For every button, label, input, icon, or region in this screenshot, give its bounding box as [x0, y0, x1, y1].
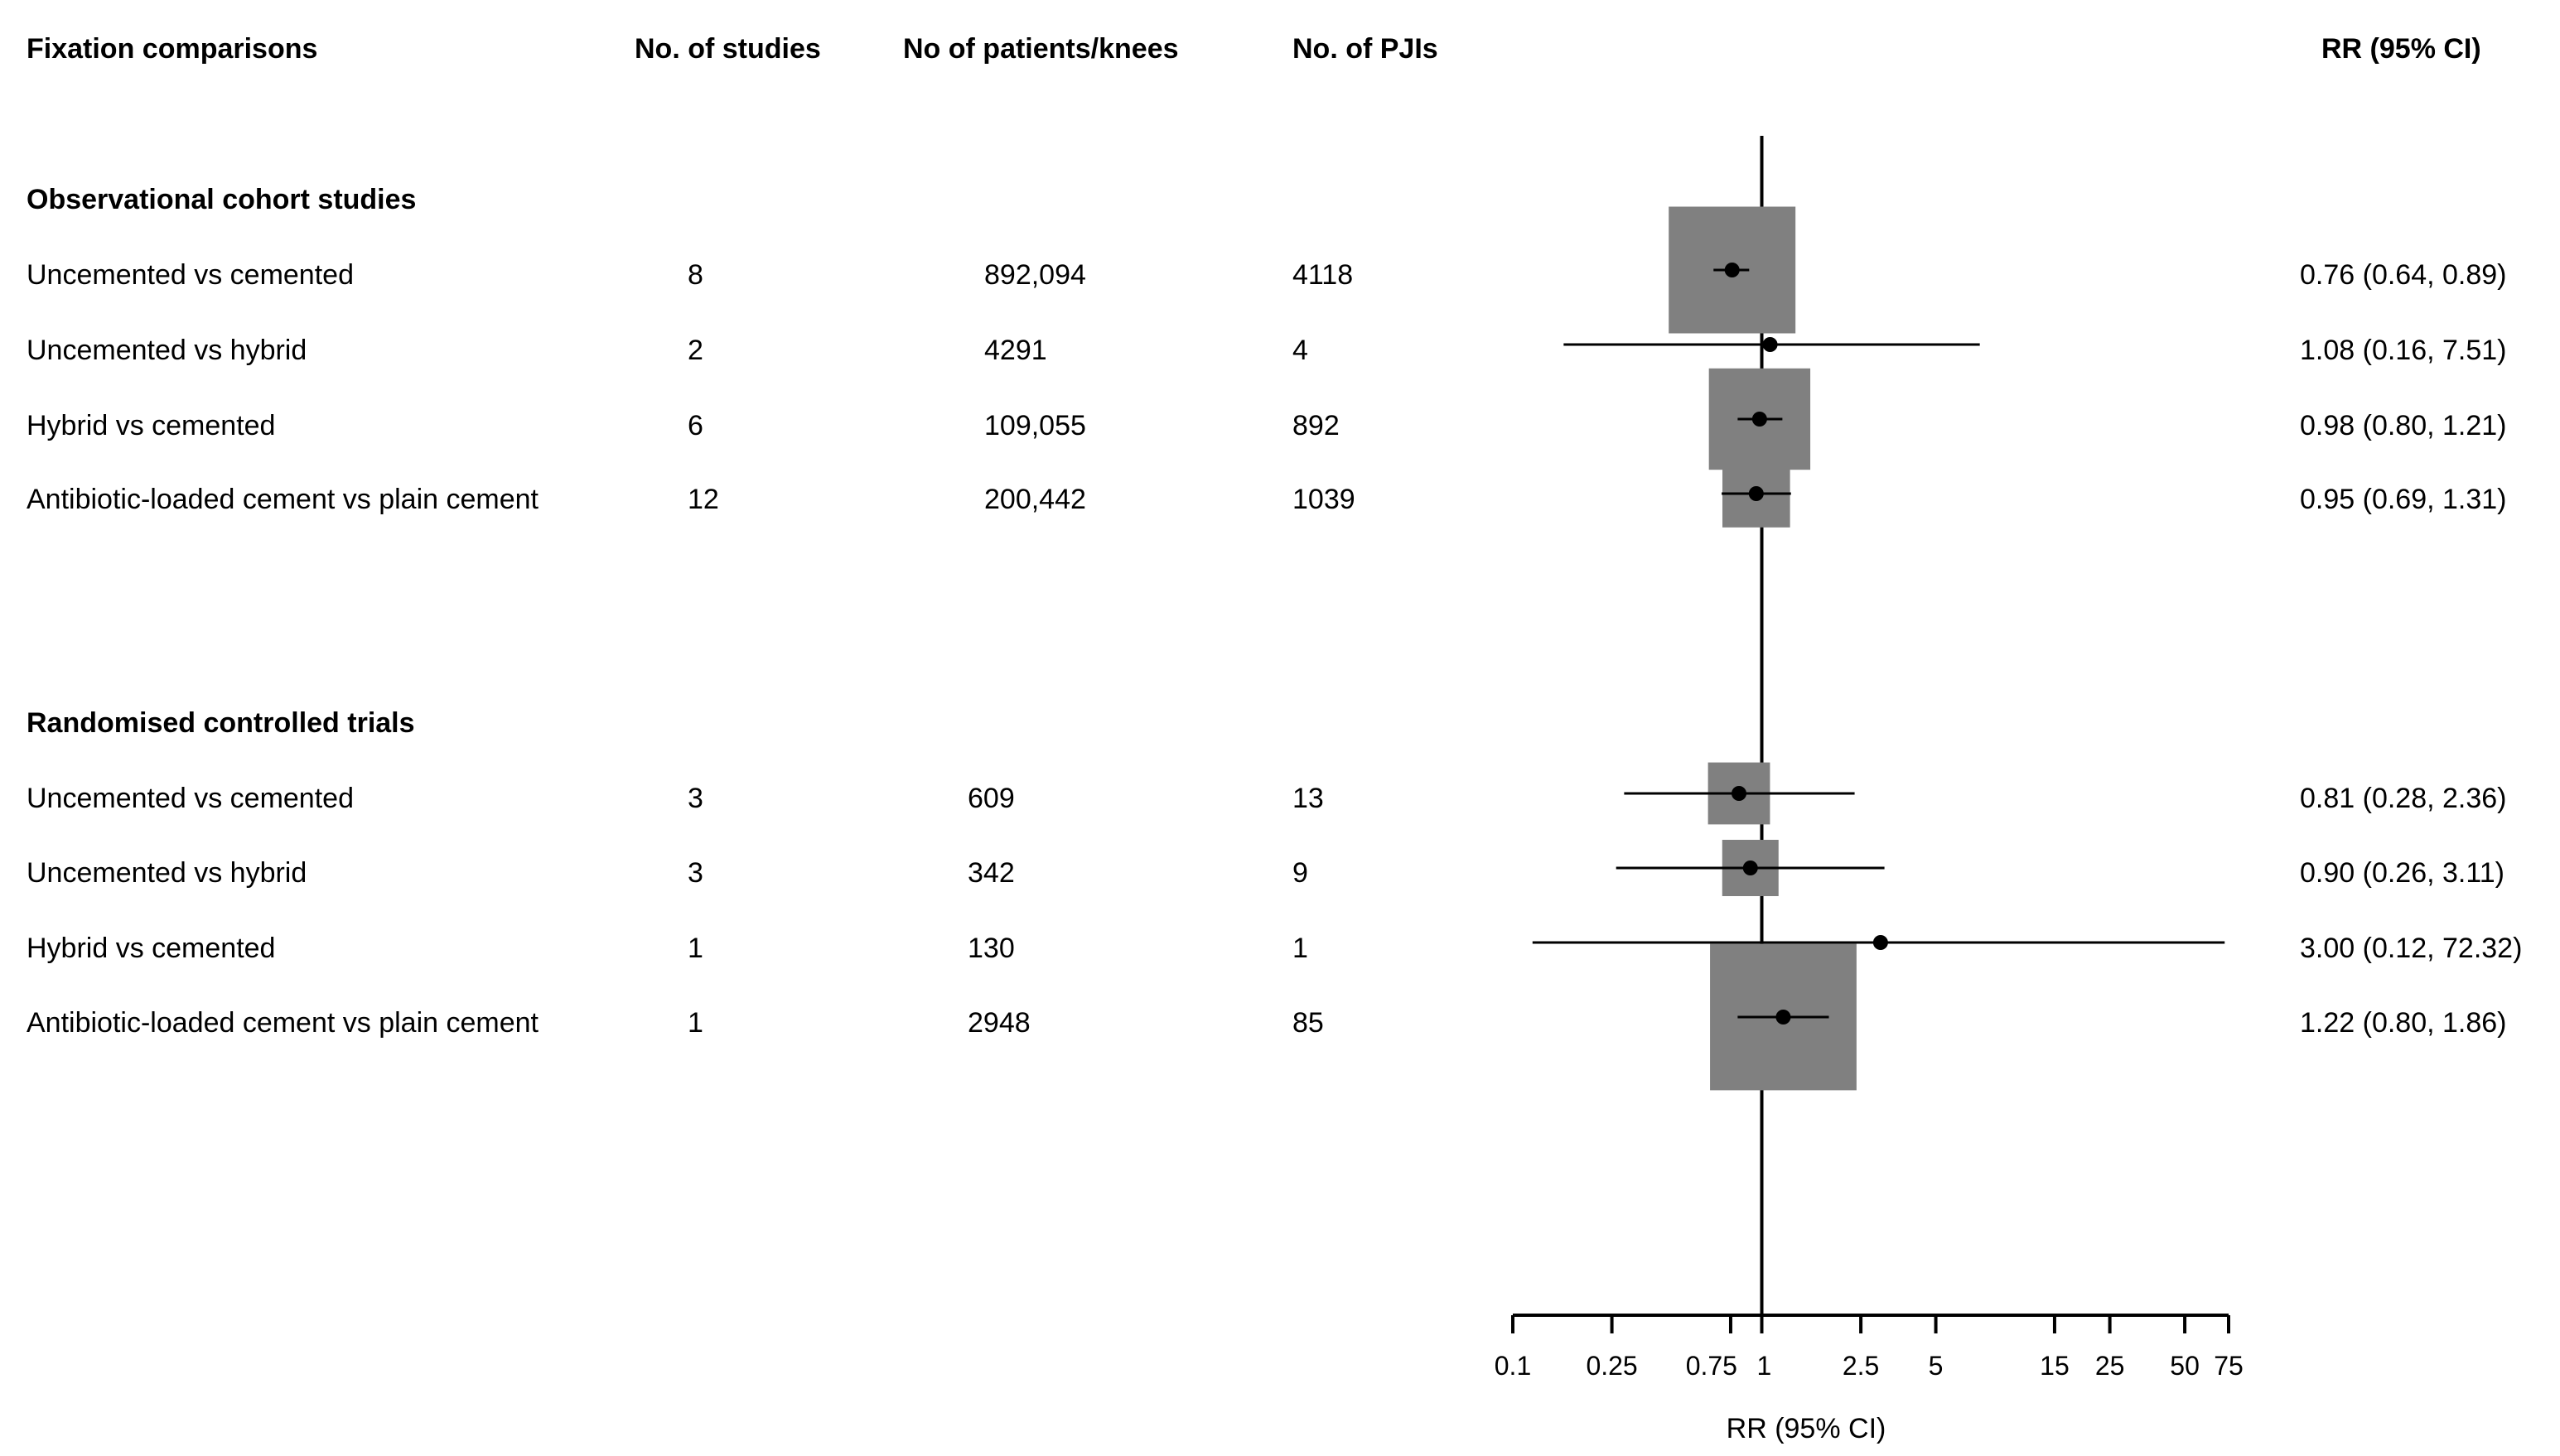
point-estimate — [1724, 263, 1740, 277]
point-estimate — [1762, 337, 1778, 352]
estimate-mark — [1532, 935, 2225, 950]
pji-count: 892 — [1292, 410, 1340, 441]
studies-count: 1 — [688, 1007, 703, 1039]
header-rr-95-ci: RR (95% CI) — [2321, 33, 2481, 65]
x-tick-label: 5 — [1929, 1351, 1944, 1381]
studies-count: 3 — [688, 857, 703, 889]
section-title-rct: Randomised controlled trials — [27, 707, 415, 739]
rr-ci-value: 0.76 (0.64, 0.89) — [2300, 259, 2507, 291]
comparison-label: Hybrid vs cemented — [27, 410, 275, 441]
forest-marks — [1532, 136, 2225, 1315]
rr-ci-value: 0.81 (0.28, 2.36) — [2300, 783, 2507, 814]
pji-count: 4 — [1292, 335, 1308, 366]
table-row: Antibiotic-loaded cement vs plain cement… — [27, 1007, 2507, 1039]
header-no-of-pjis: No. of PJIs — [1292, 33, 1438, 65]
comparison-label: Uncemented vs hybrid — [27, 335, 307, 366]
x-tick-label: 0.75 — [1686, 1351, 1737, 1381]
patients-count: 200,442 — [984, 484, 1086, 515]
table-row: Uncemented vs hybrid 3 342 9 0.90 (0.26,… — [27, 857, 2504, 889]
estimate-mark — [1624, 762, 1855, 825]
patients-count: 4291 — [984, 335, 1047, 366]
rr-ci-value: 0.98 (0.80, 1.21) — [2300, 410, 2507, 441]
table-row: Hybrid vs cemented 6 109,055 892 0.98 (0… — [27, 410, 2507, 441]
comparison-label: Uncemented vs hybrid — [27, 857, 307, 889]
section-title-observational: Observational cohort studies — [27, 184, 416, 215]
patients-count: 109,055 — [984, 410, 1086, 441]
table-row: Hybrid vs cemented 1 130 1 3.00 (0.12, 7… — [27, 933, 2522, 964]
estimate-mark — [1722, 460, 1791, 528]
header-no-of-patients-knees: No of patients/knees — [903, 33, 1179, 65]
comparison-label: Uncemented vs cemented — [27, 783, 354, 814]
x-axis: 0.1 0.25 0.75 1 2.5 5 15 25 50 75 — [1495, 1314, 2244, 1381]
pji-count: 4118 — [1292, 259, 1353, 291]
comparison-label: Hybrid vs cemented — [27, 933, 275, 964]
x-tick-label: 2.5 — [1843, 1351, 1879, 1381]
table-row: Uncemented vs cemented 8 892,094 4118 0.… — [27, 259, 2507, 291]
estimate-mark — [1563, 337, 1980, 352]
studies-count: 3 — [688, 783, 703, 814]
comparison-label: Antibiotic-loaded cement vs plain cement — [27, 1007, 539, 1039]
x-tick-label: 15 — [2040, 1351, 2070, 1381]
patients-count: 2948 — [968, 1007, 1031, 1039]
x-tick-label: 0.1 — [1495, 1351, 1531, 1381]
pji-count: 1 — [1292, 933, 1308, 964]
rr-ci-value: 0.90 (0.26, 3.11) — [2300, 857, 2504, 889]
estimate-mark — [1616, 840, 1885, 896]
point-estimate — [1872, 935, 1888, 950]
patients-count: 609 — [968, 783, 1015, 814]
x-axis-title: RR (95% CI) — [1727, 1413, 1886, 1444]
pji-count: 1039 — [1292, 484, 1355, 515]
rr-ci-value: 3.00 (0.12, 72.32) — [2300, 933, 2522, 964]
x-tick-label: 0.25 — [1586, 1351, 1637, 1381]
patients-count: 130 — [968, 933, 1015, 964]
point-estimate — [1748, 486, 1764, 501]
header-no-of-studies: No. of studies — [635, 33, 821, 65]
header-fixation-comparisons: Fixation comparisons — [27, 33, 317, 65]
rr-ci-value: 0.95 (0.69, 1.31) — [2300, 484, 2507, 515]
point-estimate — [1742, 861, 1758, 875]
table-row: Uncemented vs cemented 3 609 13 0.81 (0.… — [27, 783, 2507, 814]
estimate-mark — [1710, 943, 1857, 1091]
point-estimate — [1751, 412, 1767, 427]
patients-count: 892,094 — [984, 259, 1086, 291]
x-tick-label: 75 — [2214, 1351, 2244, 1381]
point-estimate — [1775, 1010, 1791, 1025]
pji-count: 9 — [1292, 857, 1308, 889]
x-tick-label: 1 — [1757, 1351, 1772, 1381]
pji-count: 85 — [1292, 1007, 1324, 1039]
x-tick-label: 50 — [2170, 1351, 2200, 1381]
rr-ci-value: 1.22 (0.80, 1.86) — [2300, 1007, 2507, 1039]
table-row: Antibiotic-loaded cement vs plain cement… — [27, 484, 2507, 515]
patients-count: 342 — [968, 857, 1015, 889]
table-row: Uncemented vs hybrid 2 4291 4 1.08 (0.16… — [27, 335, 2507, 366]
x-tick-label: 25 — [2095, 1351, 2125, 1381]
forest-plot-area: 0.1 0.25 0.75 1 2.5 5 15 25 50 75 RR (95% CI) — [1495, 136, 2244, 1444]
comparison-label: Uncemented vs cemented — [27, 259, 354, 291]
point-estimate — [1732, 786, 1747, 801]
studies-count: 1 — [688, 933, 703, 964]
studies-count: 6 — [688, 410, 703, 441]
rr-ci-value: 1.08 (0.16, 7.51) — [2300, 335, 2507, 366]
studies-count: 12 — [688, 484, 719, 515]
comparison-label: Antibiotic-loaded cement vs plain cement — [27, 484, 539, 515]
estimate-mark — [1669, 206, 1796, 334]
studies-count: 2 — [688, 335, 703, 366]
studies-count: 8 — [688, 259, 703, 291]
estimate-mark — [1708, 368, 1811, 470]
pji-count: 13 — [1292, 783, 1324, 814]
